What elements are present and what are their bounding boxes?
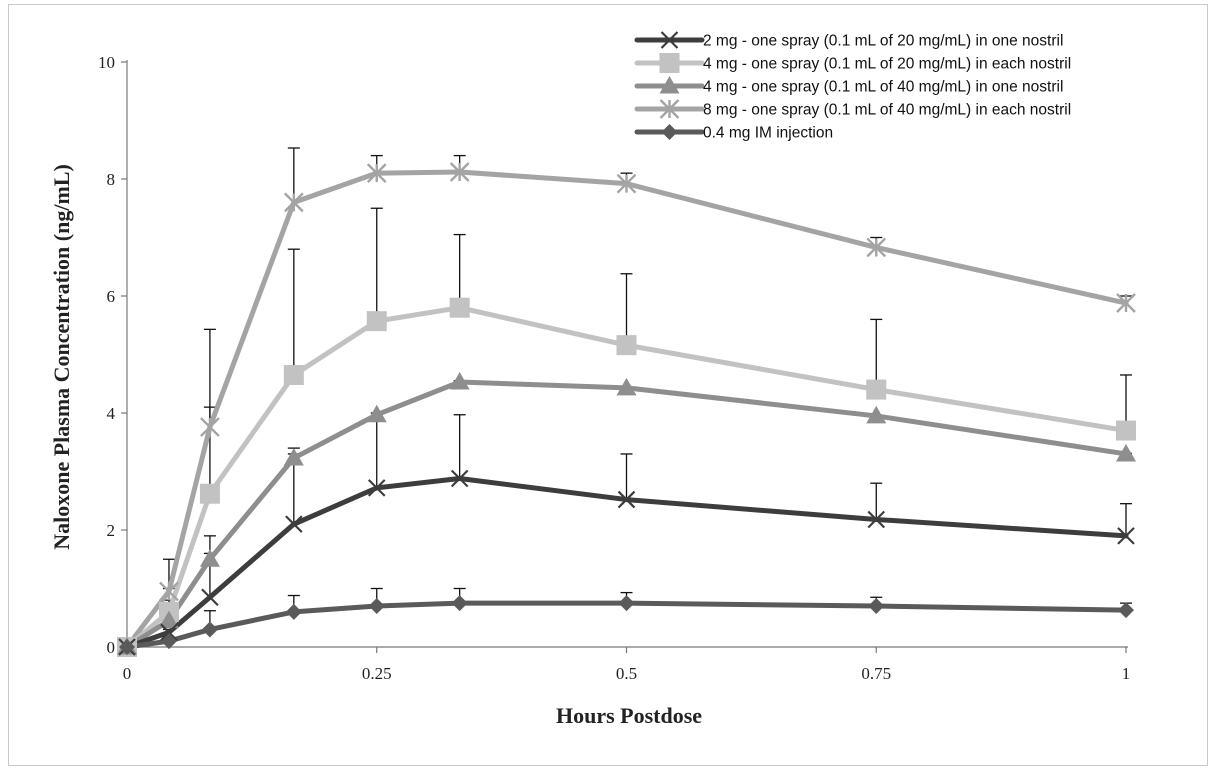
legend-label: 0.4 mg IM injection xyxy=(703,125,833,142)
data-point xyxy=(368,598,385,615)
data-point xyxy=(1116,420,1136,441)
legend-marker xyxy=(659,76,680,94)
data-point xyxy=(160,623,178,642)
y-tick-label: 8 xyxy=(107,170,116,189)
x-axis-title: Hours Postdose xyxy=(556,703,702,728)
series-line xyxy=(124,169,1129,650)
x-tick-label: 0 xyxy=(123,664,132,683)
y-tick-label: 2 xyxy=(107,521,116,540)
series-line xyxy=(124,476,1129,650)
y-axis-title: Naloxone Plasma Concentration (ng/mL) xyxy=(49,164,74,550)
x-tick-label: 0.75 xyxy=(861,664,891,683)
data-point xyxy=(160,633,177,650)
data-point xyxy=(201,621,218,638)
data-point xyxy=(866,237,887,258)
data-point xyxy=(616,377,637,396)
data-point xyxy=(201,588,219,607)
data-point xyxy=(366,163,387,183)
data-point xyxy=(199,483,220,504)
data-point xyxy=(367,479,386,497)
data-point xyxy=(200,417,220,437)
data-point xyxy=(159,581,179,602)
data-point xyxy=(449,297,470,318)
legend-marker xyxy=(659,99,680,119)
y-tick-label: 6 xyxy=(107,287,116,306)
data-point xyxy=(449,371,470,390)
error-bars xyxy=(162,147,1132,642)
data-point xyxy=(449,162,470,182)
data-point xyxy=(1117,527,1135,545)
data-point xyxy=(1116,443,1136,462)
data-point xyxy=(285,603,302,620)
axes: 0 2 4 6 8 10 0 0.25 0.5 0.75 1 xyxy=(98,53,1130,683)
data-point xyxy=(868,598,885,615)
data-point xyxy=(1118,602,1134,619)
legend-label: 4 mg - one spray (0.1 mL of 20 mg/mL) in… xyxy=(703,56,1071,73)
data-point xyxy=(283,192,304,213)
data-point xyxy=(1116,293,1136,313)
legend-label: 4 mg - one spray (0.1 mL of 40 mg/mL) in… xyxy=(703,79,1063,96)
y-tick-label: 0 xyxy=(107,638,116,657)
data-point xyxy=(616,335,637,356)
data-point xyxy=(283,364,304,385)
legend-marker xyxy=(660,31,679,49)
line-chart: 0 2 4 6 8 10 0 0.25 0.5 0.75 1 Hours Postdose Nalo… xyxy=(49,31,1136,728)
chart-frame: 0 2 4 6 8 10 0 0.25 0.5 0.75 1 Hours Postdose Nalo… xyxy=(8,4,1208,766)
x-tick-label: 0.25 xyxy=(362,664,392,683)
y-tick-label: 4 xyxy=(107,404,116,423)
data-point xyxy=(866,379,887,400)
data-point xyxy=(617,490,636,509)
data-point xyxy=(616,173,637,194)
data-point xyxy=(450,469,469,488)
data-point xyxy=(618,595,635,612)
legend-marker xyxy=(661,124,678,140)
x-tick-label: 0.5 xyxy=(616,664,637,683)
x-tick-label: 1 xyxy=(1122,664,1131,683)
legend-label: 2 mg - one spray (0.1 mL of 20 mg/mL) in… xyxy=(703,33,1063,50)
data-point xyxy=(283,448,304,466)
data-point xyxy=(119,639,135,655)
y-tick-label: 10 xyxy=(98,53,115,72)
data-point xyxy=(285,515,303,533)
data-point xyxy=(158,610,179,629)
legend-label: 8 mg - one spray (0.1 mL of 40 mg/mL) in… xyxy=(703,102,1071,119)
data-point xyxy=(866,405,887,424)
data-point xyxy=(366,311,387,332)
data-point xyxy=(366,404,387,423)
legend: 2 mg - one spray (0.1 mL of 20 mg/mL) in… xyxy=(634,31,1071,142)
data-point xyxy=(451,595,468,612)
data-point xyxy=(867,510,886,529)
legend-marker xyxy=(659,53,680,73)
series-markers xyxy=(117,162,1136,657)
data-point xyxy=(199,549,220,567)
series-lines xyxy=(124,169,1129,650)
